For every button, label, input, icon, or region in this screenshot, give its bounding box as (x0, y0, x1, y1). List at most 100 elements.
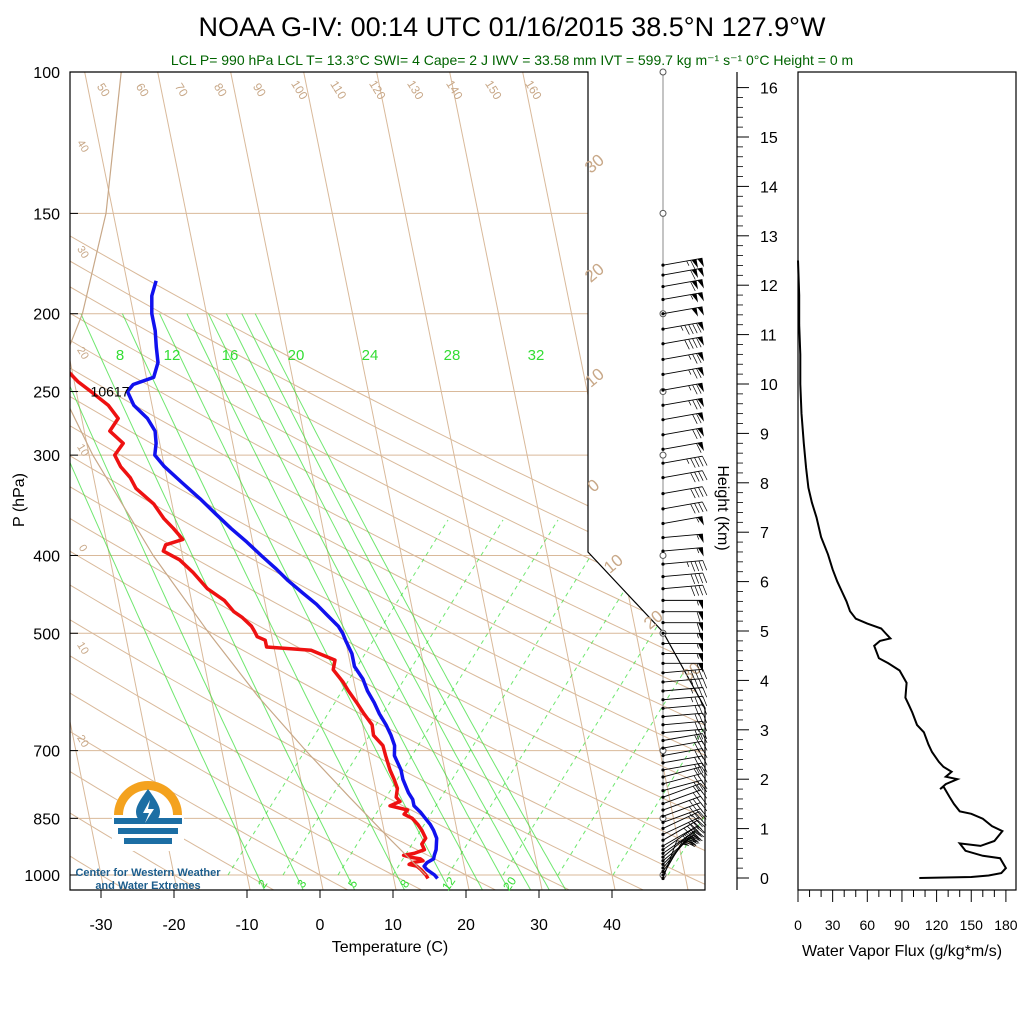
wind-barb-feather (696, 428, 702, 439)
dry-adiabat-line (70, 72, 705, 890)
wind-barb-feather (687, 839, 697, 847)
wind-barb-feather (694, 721, 700, 732)
wind-barb-pennant (697, 352, 704, 362)
wind-barb (662, 412, 704, 424)
height-tick-label: 7 (760, 525, 769, 542)
wind-barb-feather (693, 831, 703, 838)
wind-barb-half-feather (690, 688, 694, 694)
wind-barb (662, 819, 706, 841)
wind-barb-feather (698, 669, 704, 680)
wind-barb-feather (696, 784, 704, 794)
wind-barb-feather (698, 696, 704, 707)
wind-barb-feather (692, 414, 698, 424)
wind-barb-staff (662, 783, 701, 798)
wind-barb-feather (702, 748, 708, 759)
wind-barb-feather (690, 488, 696, 499)
wind-barb-half-feather (684, 842, 690, 846)
moist-adiabat-line (447, 519, 669, 876)
wind-barb (662, 336, 704, 350)
wind-barb-staff (662, 779, 702, 792)
theta-label: 30 (74, 244, 91, 261)
wind-barb-staff (662, 486, 703, 495)
skewt-plot-border (69, 71, 706, 891)
wind-barb-pennant (698, 663, 703, 673)
wind-barb-feather (694, 713, 700, 724)
wind-barb-feather (694, 573, 700, 584)
wind-barb (662, 560, 708, 572)
wind-barb (662, 279, 704, 292)
dry-adiabat-line (70, 72, 204, 890)
wind-barb-feather (685, 833, 695, 841)
wind-barb-feather (702, 669, 708, 680)
wind-barb-half-feather (696, 663, 699, 669)
wind-barb-pennant (697, 279, 704, 289)
dry-adiabat-line (70, 72, 705, 890)
wind-barb-feather (702, 678, 708, 689)
moist-adiabat-line (337, 519, 559, 876)
wind-barb-feather (698, 741, 704, 752)
wind-barb-feather (688, 324, 694, 335)
flux-x-axis-label: Water Vapor Flux (g/kg*m/s) (802, 943, 1002, 960)
wind-barb-feather (702, 762, 708, 773)
wind-barb (662, 292, 704, 303)
isotherm-label: 80 (211, 81, 230, 100)
wind-barb-feather (702, 560, 708, 571)
wind-barb-half-feather (682, 835, 687, 840)
mixing-ratio-line (254, 313, 568, 890)
isotherm-label: 140 (443, 78, 466, 103)
wind-barb-pennant (698, 633, 703, 643)
wind-barb-feather (696, 384, 702, 394)
wind-barb-staff (662, 427, 703, 436)
wind-barb-feather (698, 502, 704, 513)
wind-barb (663, 622, 703, 633)
height-tick-label: 13 (760, 229, 778, 246)
wind-barb-feather (692, 399, 698, 410)
barb-axis-circle (659, 551, 667, 559)
wind-barbs (659, 68, 708, 881)
temperature-tick-label: 40 (603, 917, 621, 934)
wind-barb-pennant (697, 442, 704, 452)
wind-barb-staff (662, 572, 703, 578)
wind-barb-feather (688, 834, 698, 842)
isotherm-label: 160 (522, 78, 545, 103)
height-tick-label: 11 (760, 328, 777, 345)
dry-adiabat-line (70, 72, 705, 890)
wind-barb-staff (662, 257, 703, 266)
dewpoint-profile-line (125, 280, 439, 880)
dry-adiabat-line (70, 72, 278, 890)
barb-base-dot (661, 698, 665, 702)
barb-base-dot (661, 535, 665, 540)
height-tick-label: 4 (760, 673, 769, 690)
wind-barb-feather (698, 678, 704, 689)
wind-barb-staff (662, 279, 703, 287)
wind-barb-pennant (697, 292, 704, 302)
wind-barb-half-feather (686, 458, 690, 464)
wind-barb (662, 427, 704, 440)
wind-barb-feather (690, 823, 699, 832)
wind-barb-feather (692, 828, 701, 836)
wind-barb (662, 808, 708, 823)
wind-barb-pennant (697, 547, 704, 557)
wind-barb-feather (694, 471, 700, 482)
temperature-tick-label: 10 (384, 917, 402, 934)
wind-barb-feather (702, 704, 708, 715)
height-tick-label: 12 (760, 278, 778, 295)
wind-barb-feather (691, 814, 700, 823)
mixing-ratio-label: 2 (255, 877, 270, 891)
wind-barb-feather (702, 501, 708, 512)
wind-barb (662, 733, 708, 745)
moist-adiabat-line (392, 519, 614, 876)
dry-adiabat-line (70, 72, 574, 890)
wind-barb (662, 533, 704, 544)
temperature-profile-line (70, 268, 430, 880)
wind-barb (662, 257, 704, 270)
dry-adiabat-line (70, 72, 705, 890)
temperature-tick-label: 20 (457, 917, 475, 934)
wind-barb-staff (662, 470, 703, 479)
wind-barb-half-feather (689, 806, 693, 812)
wind-barb-feather (694, 503, 700, 513)
wind-barb-feather (692, 369, 698, 379)
wind-barb-feather (687, 831, 696, 840)
wind-barb-feather (688, 816, 696, 825)
isotherm-label: 120 (366, 78, 389, 103)
